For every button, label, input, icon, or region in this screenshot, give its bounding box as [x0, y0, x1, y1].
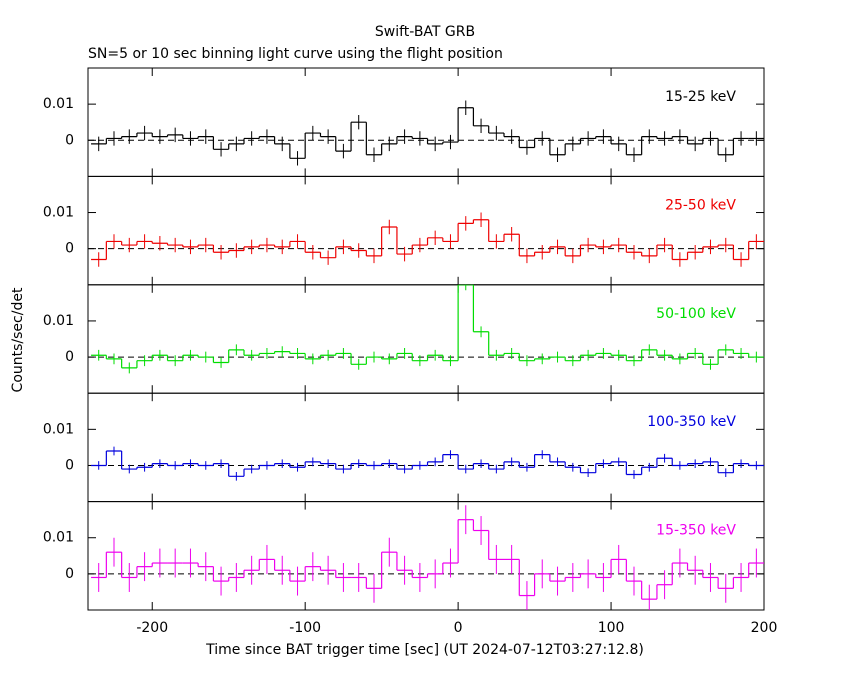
x-tick-label: -100: [289, 620, 321, 636]
y-tick-label: 0: [65, 132, 74, 148]
y-tick-label: 0.01: [43, 96, 74, 112]
legend-label: 25-50 keV: [665, 197, 736, 213]
y-tick-label: 0: [65, 566, 74, 582]
x-axis-label: Time since BAT trigger time [sec] (UT 20…: [205, 642, 644, 658]
legend-label: 100-350 keV: [647, 414, 736, 430]
legend-label: 15-350 keV: [656, 523, 736, 539]
panel-frame: [87, 175, 765, 286]
legend-label: 15-25 keV: [665, 89, 736, 105]
panel-data: [88, 505, 764, 611]
y-tick-label: 0: [65, 241, 74, 257]
x-tick-label: 0: [454, 620, 463, 636]
panel-frame: [87, 67, 765, 177]
legend-label: 50-100 keV: [656, 306, 736, 322]
panel-data: [88, 100, 764, 166]
panel-frame: [87, 501, 765, 611]
y-tick-label: 0.01: [43, 421, 74, 437]
chart-title: Swift-BAT GRB: [375, 24, 475, 40]
panel-data: [88, 212, 764, 267]
panel-frame: [87, 284, 765, 394]
y-tick-label: 0.01: [43, 530, 74, 546]
panel-data: [88, 446, 764, 481]
chart-subtitle: SN=5 or 10 sec binning light curve using…: [88, 46, 503, 62]
panel-data: [88, 284, 764, 374]
x-tick-label: 200: [751, 620, 778, 636]
panel-frame: [87, 392, 765, 503]
x-tick-label: -200: [136, 620, 168, 636]
y-axis-label: Counts/sec/det: [10, 287, 26, 392]
y-tick-label: 0: [65, 457, 74, 473]
y-tick-label: 0: [65, 349, 74, 365]
y-tick-label: 0.01: [43, 313, 74, 329]
x-tick-label: 100: [598, 620, 625, 636]
y-tick-label: 0.01: [43, 205, 74, 221]
